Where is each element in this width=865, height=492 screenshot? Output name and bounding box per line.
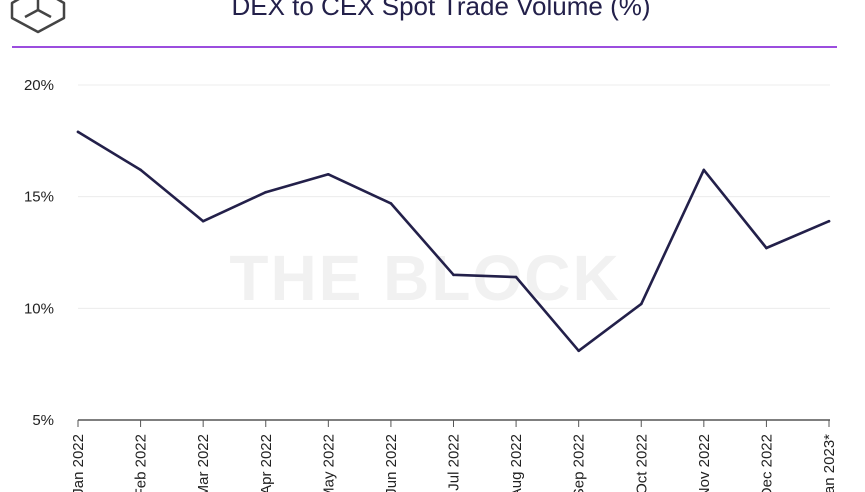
y-tick-label: 10% — [24, 300, 54, 317]
x-tick-label: Nov 2022 — [696, 434, 713, 492]
x-tick-label: Dec 2022 — [758, 434, 775, 492]
data-point — [827, 219, 831, 223]
y-tick-label: 20% — [24, 77, 54, 94]
x-tick-label: Jan 2022 — [70, 434, 87, 492]
chart-title: DEX to CEX Spot Trade Volume (%) — [231, 0, 650, 21]
x-tick-label: May 2022 — [320, 434, 337, 492]
data-point — [702, 168, 706, 172]
x-axis: Jan 2022 Feb 2022 Mar 2022 Apr 2022 May 2022… — [70, 420, 838, 492]
y-axis: 5% 10% 15% 20% — [24, 77, 54, 429]
x-tick-label: Oct 2022 — [633, 434, 650, 492]
data-point — [139, 168, 142, 172]
x-tick-label: Mar 2022 — [195, 434, 212, 492]
x-tick-label: Jun 2022 — [383, 434, 400, 492]
data-point — [514, 275, 518, 279]
the-block-cube-logo-icon — [10, 0, 66, 34]
data-point — [452, 273, 455, 277]
x-tick-label: Sep 2022 — [571, 434, 588, 492]
watermark: THE BLOCK — [229, 242, 620, 314]
x-tick-label: Apr 2022 — [258, 434, 275, 492]
data-point — [264, 190, 268, 194]
data-point — [765, 246, 768, 250]
y-tick-label: 15% — [24, 189, 54, 206]
data-point — [639, 302, 643, 306]
series-group — [76, 130, 831, 353]
x-tick-label: Jul 2022 — [446, 434, 463, 491]
data-point — [389, 202, 393, 205]
data-point — [577, 349, 580, 353]
x-tick-label: Feb 2022 — [133, 434, 150, 492]
data-point — [201, 219, 205, 223]
x-tick-label: Jan 2023* — [821, 434, 838, 492]
y-tick-label: 5% — [32, 412, 54, 429]
data-point — [327, 173, 330, 176]
x-tick-label: Aug 2022 — [508, 434, 525, 492]
data-point — [76, 130, 80, 134]
